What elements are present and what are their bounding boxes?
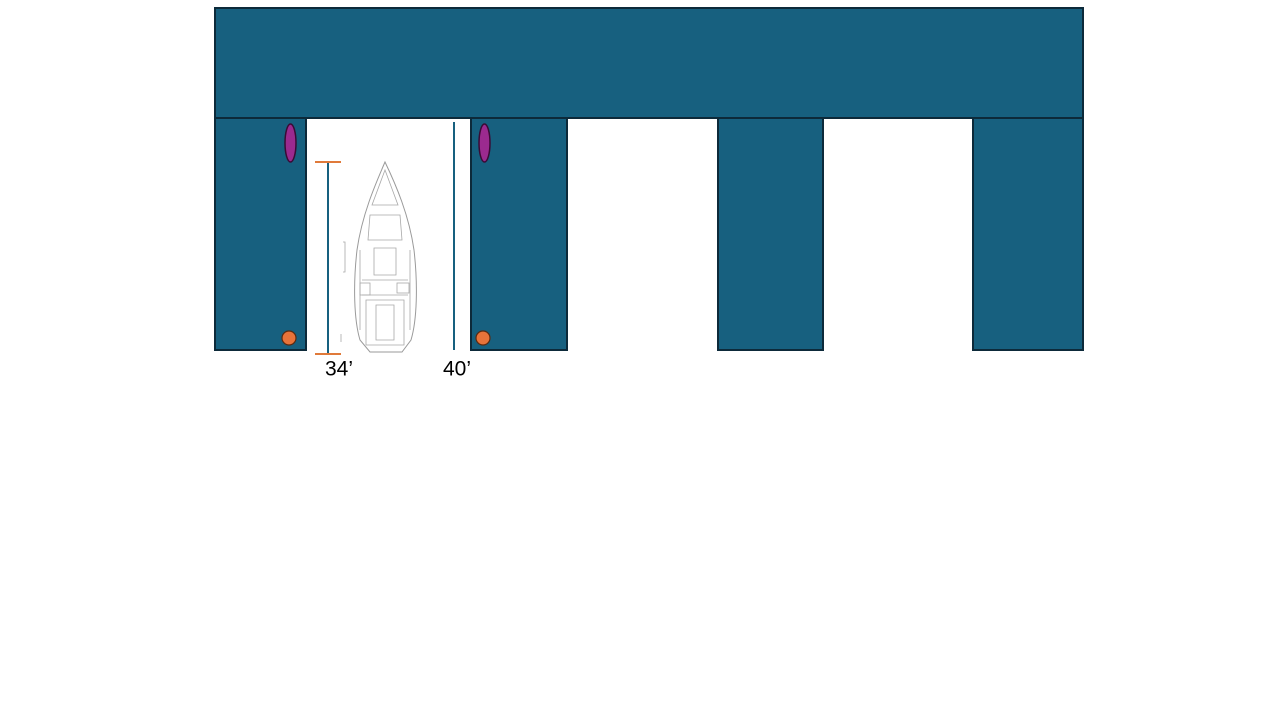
fender [284, 123, 297, 163]
finger-pier [717, 117, 824, 351]
main-dock [214, 7, 1084, 119]
boat-length-label: 34’ [325, 358, 353, 381]
fender [478, 123, 491, 163]
slip-length-label: 40’ [443, 358, 471, 381]
bollard [281, 330, 297, 346]
bollard [475, 330, 491, 346]
finger-pier [972, 117, 1084, 351]
sailboat-plan [340, 160, 417, 353]
